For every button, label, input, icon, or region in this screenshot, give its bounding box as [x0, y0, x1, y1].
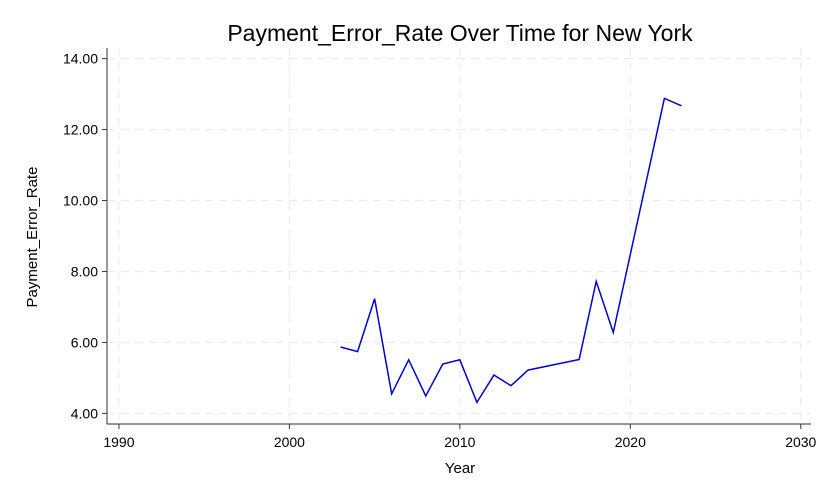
- grid: [107, 48, 811, 424]
- y-tick-label: 14.00: [63, 51, 98, 67]
- y-tick-label: 6.00: [71, 334, 98, 350]
- y-tick-label: 4.00: [71, 405, 98, 421]
- axes: [106, 48, 811, 425]
- chart-title: Payment_Error_Rate Over Time for New Yor…: [227, 20, 693, 46]
- y-tick-label: 10.00: [63, 193, 98, 209]
- x-tick-label: 1990: [103, 434, 134, 450]
- y-axis-title: Payment_Error_Rate: [24, 167, 41, 308]
- y-tick-label: 8.00: [71, 263, 98, 279]
- x-axis-title: Year: [445, 460, 475, 477]
- x-tick-label: 2020: [615, 434, 646, 450]
- x-tick-label: 2010: [444, 434, 475, 450]
- ticks: 1990 2000 2010 2020 2030 4.00 6.00 8.00 10.00 12.…: [63, 51, 817, 450]
- x-tick-label: 2000: [274, 434, 305, 450]
- series: [340, 97, 682, 405]
- y-tick-label: 12.00: [63, 122, 98, 138]
- series-line: [340, 97, 682, 405]
- x-tick-label: 2030: [785, 434, 816, 450]
